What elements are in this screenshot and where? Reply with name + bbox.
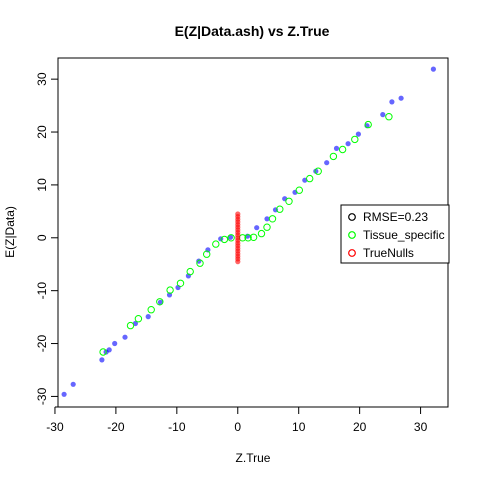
data-point-s0-8 [145,314,151,320]
data-point-s1-16 [257,229,266,238]
x-tick-label-1: -20 [107,420,125,434]
x-tick-label-6: 30 [414,420,428,434]
x-tick-label-5: 20 [353,420,367,434]
data-point-s0-31 [389,99,395,105]
data-point-s1-7 [186,267,194,276]
data-point-s1-14 [244,234,252,242]
data-point-s0-4 [106,347,112,353]
legend-label-1: Tissue_specific [363,228,445,242]
y-tick-label-3: 0 [35,234,49,241]
data-point-s2-18 [235,211,241,217]
data-point-s1-25 [338,145,347,154]
data-point-s1-23 [314,167,322,175]
data-point-s0-24 [313,168,319,174]
data-point-s0-28 [355,131,361,137]
x-axis: -30 -20 -10 0 10 20 30 [46,406,428,434]
data-point-s1-19 [276,205,284,213]
data-point-s0-26 [333,145,340,151]
data-point-s0-16 [227,234,234,240]
data-point-s1-1 [126,321,135,330]
data-point-s1-27 [364,120,372,129]
y-axis-label: E(Z|Data) [3,206,17,258]
data-point-s1-20 [285,197,293,206]
data-point-s1-6 [176,279,185,287]
data-point-s0-18 [254,225,260,231]
data-point-s0-32 [398,95,404,101]
data-point-s1-24 [329,152,338,161]
data-point-s0-19 [264,216,270,222]
data-point-s1-3 [147,306,155,314]
data-point-s0-2 [99,357,105,363]
legend: RMSE=0.23 Tissue_specific TrueNulls [340,204,450,264]
data-point-s0-9 [157,299,163,305]
data-point-s0-6 [122,334,128,340]
y-tick-label-6: 30 [35,72,49,86]
x-tick-label-2: -10 [168,420,186,434]
data-point-s0-30 [380,112,386,118]
x-axis-label: Z.True [236,451,271,465]
data-point-s1-26 [351,135,359,144]
x-tick-label-0: -30 [46,420,64,434]
data-point-s0-27 [345,141,351,147]
legend-marker-0 [348,213,356,221]
data-point-s1-21 [295,186,303,194]
data-point-s0-25 [324,160,330,166]
data-point-s1-2 [134,315,143,323]
data-point-s0-0 [61,391,67,397]
x-tick-label-3: 0 [234,420,241,434]
x-tick-label-4: 10 [292,420,306,434]
legend-box [340,204,450,264]
data-point-s0-33 [430,66,436,72]
data-point-s1-12 [227,234,235,242]
data-point-s1-9 [203,250,211,258]
data-point-s0-1 [70,381,76,387]
data-point-s1-5 [166,286,174,294]
y-axis: -30 -20 -10 0 10 20 30 [35,72,59,405]
legend-marker-1 [348,231,356,239]
y-tick-label-1: -20 [35,335,49,353]
legend-label-2: TrueNulls [363,246,414,260]
data-point-s1-28 [385,113,393,121]
data-point-s0-5 [112,340,118,347]
points-layer [61,66,436,397]
data-point-s1-22 [306,174,314,183]
legend-label-0: RMSE=0.23 [363,210,428,224]
y-tick-label-4: 10 [35,178,49,192]
y-tick-label-0: -30 [35,387,49,405]
data-point-s1-15 [249,233,258,242]
data-point-s1-4 [156,298,164,306]
y-tick-label-2: -10 [35,282,49,300]
data-point-s1-0 [99,348,107,356]
data-point-s1-8 [196,259,204,267]
chart-title: E(Z|Data.ash) vs Z.True [175,23,330,39]
legend-marker-2 [348,249,356,257]
y-tick-label-5: 20 [35,125,49,139]
data-point-s1-10 [212,240,220,248]
data-point-s1-11 [220,235,229,244]
data-point-s1-17 [263,223,271,231]
data-point-s1-18 [268,215,277,223]
